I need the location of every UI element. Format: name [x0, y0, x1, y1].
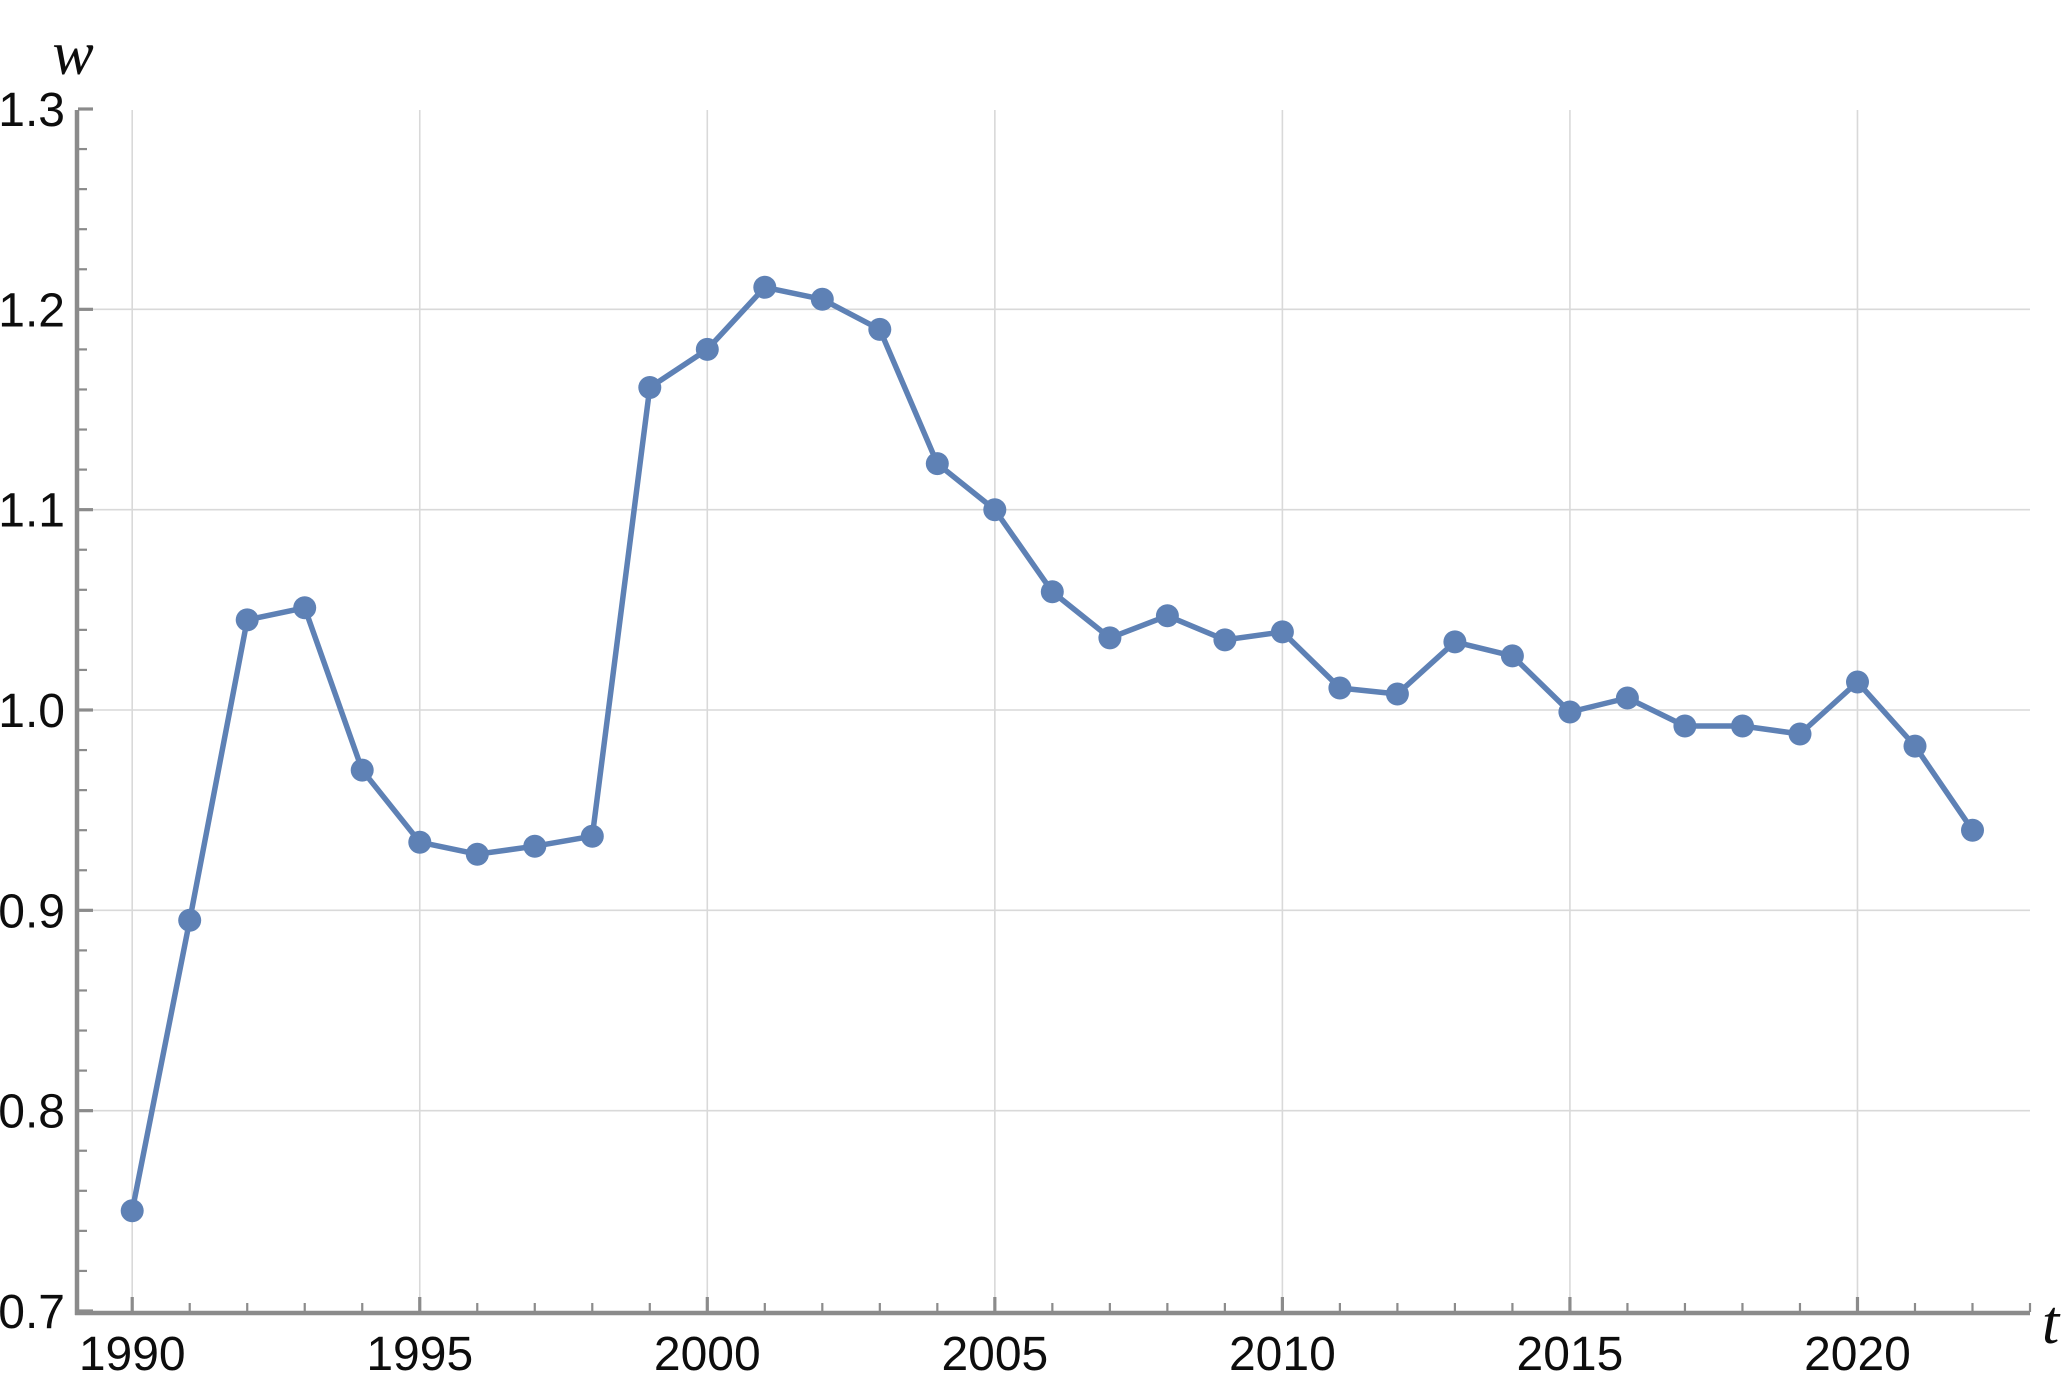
- data-point: [1270, 620, 1294, 644]
- data-point: [523, 834, 547, 858]
- data-point: [1328, 676, 1352, 700]
- data-point: [580, 824, 604, 848]
- data-series: [120, 275, 1984, 1223]
- y-tick-label: 1.0: [0, 685, 65, 738]
- x-tick-label: 2020: [1804, 1328, 1911, 1381]
- data-point: [925, 452, 949, 476]
- data-point: [465, 842, 489, 866]
- data-point: [350, 758, 374, 782]
- ticks: [78, 107, 2032, 1313]
- y-axis-label: w: [52, 20, 93, 88]
- axes: [74, 110, 2030, 1316]
- data-point: [695, 337, 719, 361]
- data-point: [1673, 714, 1697, 738]
- data-point: [1385, 682, 1409, 706]
- data-point: [1788, 722, 1812, 746]
- data-point: [1040, 580, 1064, 604]
- y-tick-label: 1.1: [0, 485, 65, 538]
- x-tick-label: 1995: [366, 1328, 473, 1381]
- data-point: [753, 275, 777, 299]
- data-point: [1846, 670, 1869, 694]
- data-point: [1098, 626, 1122, 650]
- x-tick-label: 2000: [654, 1328, 761, 1381]
- data-point: [1961, 818, 1984, 842]
- data-point: [235, 608, 259, 632]
- y-tick-label: 1.2: [0, 284, 65, 337]
- data-point: [1731, 714, 1754, 738]
- data-point: [1155, 604, 1179, 628]
- x-tick-label: 2005: [941, 1328, 1048, 1381]
- y-tick-label: 0.7: [0, 1286, 65, 1339]
- data-point: [868, 317, 892, 341]
- data-point: [293, 596, 317, 620]
- data-point: [983, 498, 1007, 522]
- series-line: [129, 284, 1976, 1214]
- y-tick-label: 1.3: [0, 84, 65, 137]
- x-tick-label: 1990: [79, 1328, 186, 1381]
- data-point: [1903, 734, 1927, 758]
- x-axis-label: t: [2042, 1289, 2061, 1357]
- data-point: [810, 287, 834, 311]
- data-point: [638, 376, 662, 399]
- data-point: [1558, 700, 1582, 724]
- gridlines: [77, 110, 2030, 1311]
- y-tick-label: 0.8: [0, 1086, 65, 1139]
- tick-labels: 1990 1995 2000 2005 2010 2015 2020 0.7 0.8 0.9 1.0…: [0, 84, 1911, 1381]
- data-point: [1615, 686, 1639, 710]
- data-point: [120, 1199, 144, 1223]
- data-point: [408, 830, 432, 854]
- data-point: [1443, 630, 1467, 654]
- data-point: [1213, 628, 1237, 652]
- y-tick-label: 0.9: [0, 885, 65, 938]
- x-tick-label: 2010: [1229, 1328, 1336, 1381]
- data-point: [1500, 644, 1524, 668]
- data-point: [178, 908, 202, 932]
- x-tick-label: 2015: [1517, 1328, 1624, 1381]
